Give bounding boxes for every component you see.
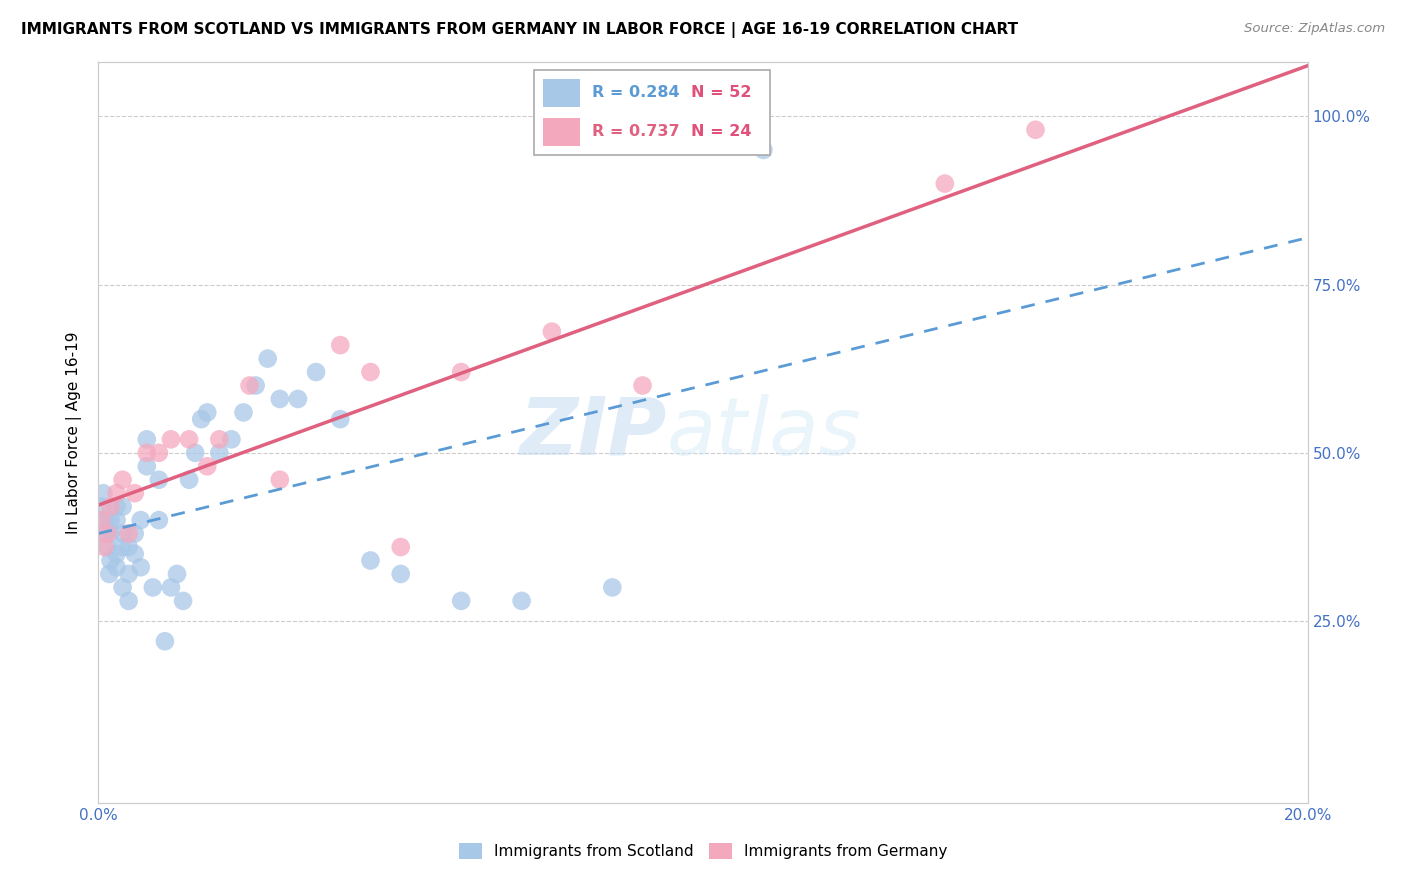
Point: [450, 365, 472, 379]
Text: R = 0.737: R = 0.737: [592, 124, 679, 139]
Point: [184, 446, 207, 460]
Point: [148, 446, 170, 460]
Point: [179, 433, 201, 447]
Point: [269, 473, 291, 487]
Point: [96, 526, 118, 541]
Point: [91, 486, 114, 500]
Text: Source: ZipAtlas.com: Source: ZipAtlas.com: [1244, 22, 1385, 36]
Point: [105, 486, 128, 500]
Point: [129, 513, 152, 527]
Point: [98, 566, 121, 581]
Point: [631, 378, 654, 392]
Point: [96, 540, 118, 554]
Text: atlas: atlas: [666, 393, 862, 472]
Point: [90, 500, 112, 514]
Point: [90, 513, 112, 527]
Point: [208, 446, 231, 460]
Point: [239, 378, 262, 392]
FancyBboxPatch shape: [543, 118, 579, 146]
Point: [153, 634, 176, 648]
Point: [111, 540, 134, 554]
Point: [93, 540, 115, 554]
Point: [135, 433, 157, 447]
Point: [166, 566, 188, 581]
Point: [602, 581, 624, 595]
Point: [118, 566, 141, 581]
Point: [148, 513, 170, 527]
Point: [94, 513, 117, 527]
Point: [129, 560, 152, 574]
Y-axis label: In Labor Force | Age 16-19: In Labor Force | Age 16-19: [66, 331, 83, 534]
Point: [124, 526, 146, 541]
Point: [221, 433, 243, 447]
Point: [752, 143, 775, 157]
Point: [190, 412, 212, 426]
Point: [329, 338, 352, 352]
Point: [510, 594, 533, 608]
Point: [105, 500, 128, 514]
Point: [105, 547, 128, 561]
Point: [450, 594, 472, 608]
FancyBboxPatch shape: [543, 78, 579, 107]
Text: N = 52: N = 52: [690, 85, 751, 100]
Point: [148, 473, 170, 487]
Point: [329, 412, 352, 426]
Point: [100, 513, 122, 527]
Point: [111, 581, 134, 595]
Point: [100, 526, 122, 541]
Point: [105, 513, 128, 527]
Point: [389, 540, 412, 554]
Point: [208, 433, 231, 447]
Point: [118, 594, 141, 608]
Point: [179, 473, 201, 487]
Point: [111, 526, 134, 541]
Point: [389, 566, 412, 581]
Text: IMMIGRANTS FROM SCOTLAND VS IMMIGRANTS FROM GERMANY IN LABOR FORCE | AGE 16-19 C: IMMIGRANTS FROM SCOTLAND VS IMMIGRANTS F…: [21, 22, 1018, 38]
Point: [256, 351, 278, 366]
Point: [172, 594, 194, 608]
Point: [305, 365, 328, 379]
Point: [124, 547, 146, 561]
Point: [195, 405, 218, 419]
Point: [360, 365, 382, 379]
FancyBboxPatch shape: [534, 70, 769, 155]
Point: [160, 433, 183, 447]
Point: [287, 392, 309, 406]
Legend: Immigrants from Scotland, Immigrants from Germany: Immigrants from Scotland, Immigrants fro…: [453, 838, 953, 865]
Point: [232, 405, 254, 419]
Point: [135, 446, 157, 460]
Point: [118, 526, 141, 541]
Point: [100, 553, 122, 567]
Point: [245, 378, 267, 392]
Point: [269, 392, 291, 406]
Text: R = 0.284: R = 0.284: [592, 85, 679, 100]
Point: [111, 500, 134, 514]
Point: [1024, 122, 1046, 136]
Point: [195, 459, 218, 474]
Point: [142, 581, 165, 595]
Point: [124, 486, 146, 500]
Text: ZIP: ZIP: [519, 393, 666, 472]
Point: [100, 500, 122, 514]
Point: [111, 473, 134, 487]
Point: [135, 459, 157, 474]
Point: [540, 325, 562, 339]
Point: [93, 526, 115, 541]
Text: N = 24: N = 24: [690, 124, 751, 139]
Point: [360, 553, 382, 567]
Point: [934, 177, 956, 191]
Point: [160, 581, 183, 595]
Point: [105, 560, 128, 574]
Point: [118, 540, 141, 554]
